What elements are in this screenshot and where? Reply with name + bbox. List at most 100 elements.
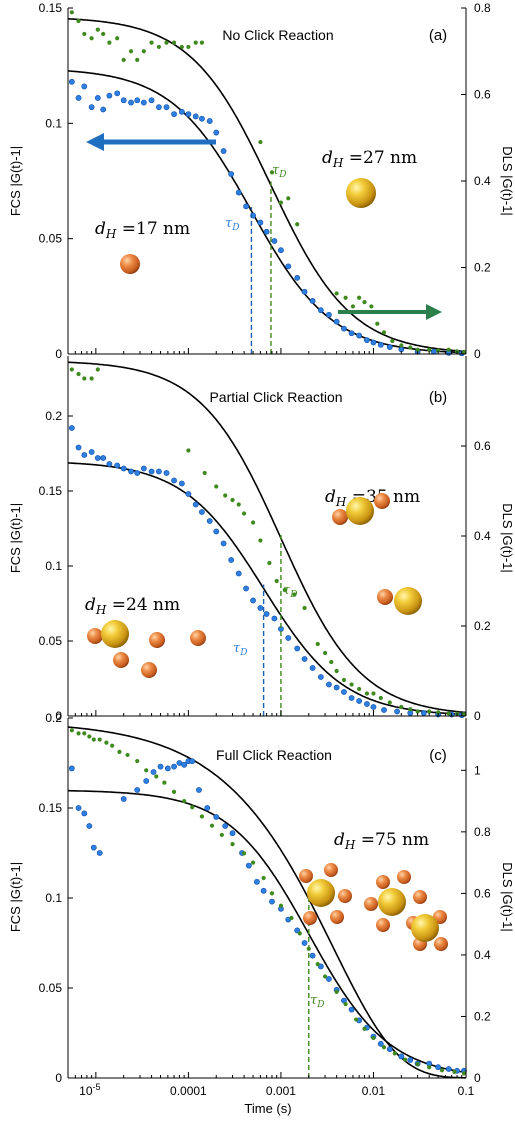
- dls-point: [156, 44, 161, 50]
- fcs-point: [309, 952, 316, 959]
- dls-point: [89, 376, 94, 381]
- y-axis-left-title: FCS |G(t)-1|: [8, 862, 23, 932]
- dh-label-fcs: dH =17 nm: [95, 219, 190, 241]
- fcs-point: [326, 311, 332, 318]
- dls-point: [408, 707, 413, 712]
- fcs-point: [199, 509, 205, 515]
- fcs-point: [398, 1053, 405, 1060]
- fcs-point: [243, 203, 249, 210]
- dls-point: [403, 1057, 408, 1062]
- fcs-point: [301, 288, 308, 295]
- dls-point: [69, 10, 74, 15]
- fcs-point: [128, 99, 134, 106]
- dls-point: [399, 704, 404, 710]
- dls-point: [461, 712, 467, 717]
- fcs-point: [196, 787, 202, 793]
- dh-label-fcs: dH =24 nm: [85, 595, 180, 617]
- y-right-tick-label: 0.4: [474, 948, 491, 962]
- dls-point: [107, 40, 112, 45]
- dls-point: [110, 743, 115, 748]
- dls-point: [427, 1065, 432, 1070]
- dls-point: [164, 40, 169, 45]
- fcs-point: [81, 452, 88, 458]
- fcs-point: [317, 307, 324, 314]
- dls-point: [461, 1071, 467, 1076]
- dls-point: [82, 376, 87, 381]
- fcs-point: [213, 528, 220, 535]
- fcs-point: [348, 695, 355, 701]
- fcs-point: [81, 810, 88, 817]
- dls-point: [286, 196, 291, 201]
- y-right-tick-label: 1: [474, 763, 481, 777]
- dls-point: [87, 734, 92, 739]
- dls-point: [95, 27, 100, 32]
- fcs-point: [263, 228, 270, 235]
- panel-b: 00.050.10.150.200.20.40.6 Partial Click …: [8, 356, 515, 723]
- dls-point: [135, 57, 140, 63]
- particle-illustration-cluster-large: [364, 870, 448, 951]
- fcs-fit-curve: [68, 789, 467, 1074]
- fcs-point: [341, 689, 347, 695]
- fcs-point: [394, 708, 400, 715]
- dls-point: [436, 710, 441, 715]
- y-left-tick-label: 0: [55, 709, 62, 723]
- fcs-point: [143, 778, 150, 784]
- fcs-point: [229, 830, 236, 837]
- dh-label-dls: dH =27 nm: [322, 148, 417, 170]
- fcs-point: [228, 557, 235, 563]
- fcs-point: [68, 765, 75, 772]
- fcs-point: [88, 104, 95, 111]
- fcs-point: [157, 763, 164, 770]
- dls-point: [289, 915, 294, 921]
- dls-point: [362, 1026, 367, 1031]
- fcs-point: [356, 332, 363, 339]
- fcs-point: [257, 219, 264, 226]
- dls-point: [436, 348, 441, 353]
- y-right-tick-label: 0.6: [474, 886, 491, 900]
- fcs-point: [407, 1057, 414, 1063]
- y-left-tick-label: 0.2: [45, 711, 62, 725]
- fcs-point: [81, 83, 88, 90]
- y-left-tick-label: 0.05: [39, 634, 63, 648]
- y-left-tick-label: 0.2: [45, 409, 62, 423]
- fcs-point: [206, 518, 213, 524]
- y-axis-right-title: DLS |G(t)-1|: [500, 503, 515, 573]
- y-left-tick-label: 0.1: [45, 559, 62, 573]
- dls-point: [149, 40, 154, 45]
- dls-point: [121, 57, 126, 63]
- fcs-point: [176, 760, 183, 766]
- dls-point: [357, 686, 362, 692]
- dls-point: [315, 641, 320, 647]
- y-left-tick-label: 0.15: [39, 801, 63, 815]
- dls-point: [171, 789, 177, 794]
- x-tick-label: 0.0001: [170, 1084, 207, 1098]
- dls-point: [182, 798, 187, 804]
- fcs-point: [148, 97, 155, 104]
- dls-point: [76, 371, 81, 377]
- dls-point: [461, 349, 467, 354]
- fcs-point: [386, 344, 393, 350]
- y-right-tick-label: 0.6: [474, 439, 491, 453]
- fcs-point: [348, 330, 355, 337]
- dls-point: [334, 291, 339, 296]
- dls-point: [341, 677, 347, 683]
- particle-illustration-cluster-dls: [332, 493, 422, 615]
- particle-illustration-cluster-fcs: [87, 620, 206, 678]
- dls-point: [274, 578, 279, 584]
- dls-point: [329, 659, 334, 665]
- panel-title: Full Click Reaction: [216, 747, 332, 763]
- panel-title: Partial Click Reaction: [209, 389, 342, 405]
- dls-point: [250, 860, 256, 865]
- dls-point: [371, 691, 376, 696]
- fcs-point: [370, 339, 377, 346]
- dls-point: [343, 1002, 348, 1007]
- fcs-point: [326, 976, 332, 982]
- fcs-point: [333, 318, 340, 325]
- fcs-axis-arrow: [86, 133, 216, 151]
- fcs-point: [106, 92, 113, 99]
- y-right-tick-label: 0.8: [474, 1, 491, 15]
- fcs-point: [370, 704, 377, 710]
- fcs-point: [243, 585, 249, 592]
- fcs-point: [192, 501, 199, 508]
